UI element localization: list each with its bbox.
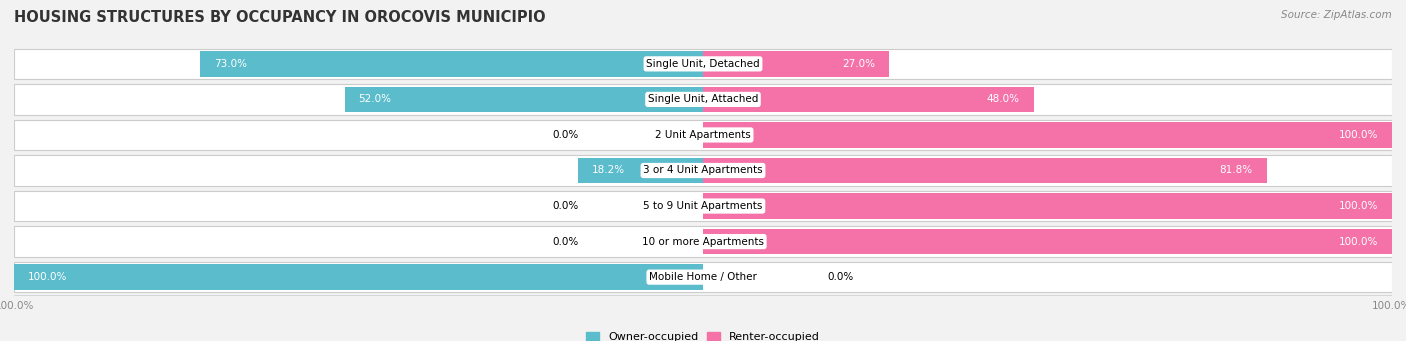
Text: 27.0%: 27.0% — [842, 59, 876, 69]
Bar — [703, 51, 889, 77]
Bar — [14, 155, 1392, 186]
Bar — [703, 193, 1392, 219]
Text: 52.0%: 52.0% — [359, 94, 391, 104]
Text: 100.0%: 100.0% — [1339, 201, 1378, 211]
Text: 48.0%: 48.0% — [987, 94, 1019, 104]
Text: Single Unit, Attached: Single Unit, Attached — [648, 94, 758, 104]
Bar — [344, 87, 703, 112]
Text: 81.8%: 81.8% — [1219, 165, 1253, 176]
Text: 2 Unit Apartments: 2 Unit Apartments — [655, 130, 751, 140]
Bar — [14, 84, 1392, 115]
Text: 73.0%: 73.0% — [214, 59, 247, 69]
Bar — [703, 229, 1392, 254]
Text: HOUSING STRUCTURES BY OCCUPANCY IN OROCOVIS MUNICIPIO: HOUSING STRUCTURES BY OCCUPANCY IN OROCO… — [14, 10, 546, 25]
Bar — [578, 158, 703, 183]
Text: 100.0%: 100.0% — [1339, 130, 1378, 140]
Bar — [14, 191, 1392, 221]
Text: Source: ZipAtlas.com: Source: ZipAtlas.com — [1281, 10, 1392, 20]
Bar — [14, 49, 1392, 79]
Text: Mobile Home / Other: Mobile Home / Other — [650, 272, 756, 282]
Text: 18.2%: 18.2% — [592, 165, 624, 176]
Text: 3 or 4 Unit Apartments: 3 or 4 Unit Apartments — [643, 165, 763, 176]
Text: 100.0%: 100.0% — [28, 272, 67, 282]
Bar — [14, 120, 1392, 150]
Bar — [703, 122, 1392, 148]
Text: 5 to 9 Unit Apartments: 5 to 9 Unit Apartments — [644, 201, 762, 211]
Text: 0.0%: 0.0% — [827, 272, 853, 282]
Text: 10 or more Apartments: 10 or more Apartments — [643, 237, 763, 247]
Text: 100.0%: 100.0% — [1339, 237, 1378, 247]
Text: Single Unit, Detached: Single Unit, Detached — [647, 59, 759, 69]
Text: 0.0%: 0.0% — [553, 201, 579, 211]
Bar — [200, 51, 703, 77]
Text: 0.0%: 0.0% — [553, 130, 579, 140]
Bar — [14, 264, 703, 290]
Legend: Owner-occupied, Renter-occupied: Owner-occupied, Renter-occupied — [581, 327, 825, 341]
Bar — [703, 87, 1033, 112]
Bar — [14, 226, 1392, 257]
Text: 0.0%: 0.0% — [553, 237, 579, 247]
Bar — [703, 158, 1267, 183]
Bar — [14, 262, 1392, 292]
